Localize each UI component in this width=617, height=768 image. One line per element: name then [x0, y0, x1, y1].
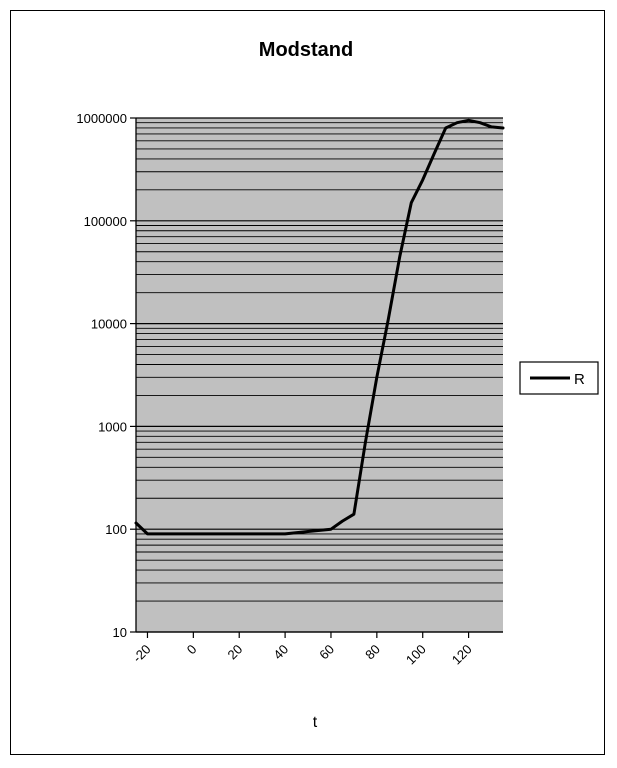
x-tick-label: -20 — [130, 642, 154, 666]
plot-area — [136, 118, 503, 632]
legend-series-label: R — [574, 371, 585, 388]
x-tick-label: 0 — [184, 642, 200, 658]
y-tick-label: 1000000 — [76, 111, 127, 126]
axes — [130, 117, 503, 638]
y-tick-label: 100000 — [84, 214, 127, 229]
x-tick-label: 80 — [362, 642, 383, 663]
x-tick-label: 100 — [403, 642, 429, 668]
legend: R — [519, 361, 599, 395]
series-group — [134, 118, 505, 536]
y-tick-labels: 10 100 1000 10000 100000 1000000 — [76, 111, 127, 640]
gridlines — [136, 117, 503, 633]
chart-title: Modstand — [259, 39, 353, 61]
chart-frame — [10, 10, 605, 755]
x-axis-label: t — [313, 714, 318, 731]
y-tick-label: 10 — [113, 625, 127, 640]
y-tick-label: 100 — [105, 522, 127, 537]
x-tick-label: 40 — [270, 642, 291, 663]
y-tick-label: 1000 — [98, 419, 127, 434]
x-tick-label: 20 — [225, 642, 246, 663]
y-tick-label: 10000 — [91, 317, 127, 332]
x-tick-labels: -20 0 20 40 60 80 100 120 — [130, 642, 475, 668]
x-tick-label: 120 — [449, 642, 475, 668]
x-tick-label: 60 — [316, 642, 337, 663]
series-line-R — [134, 118, 505, 536]
